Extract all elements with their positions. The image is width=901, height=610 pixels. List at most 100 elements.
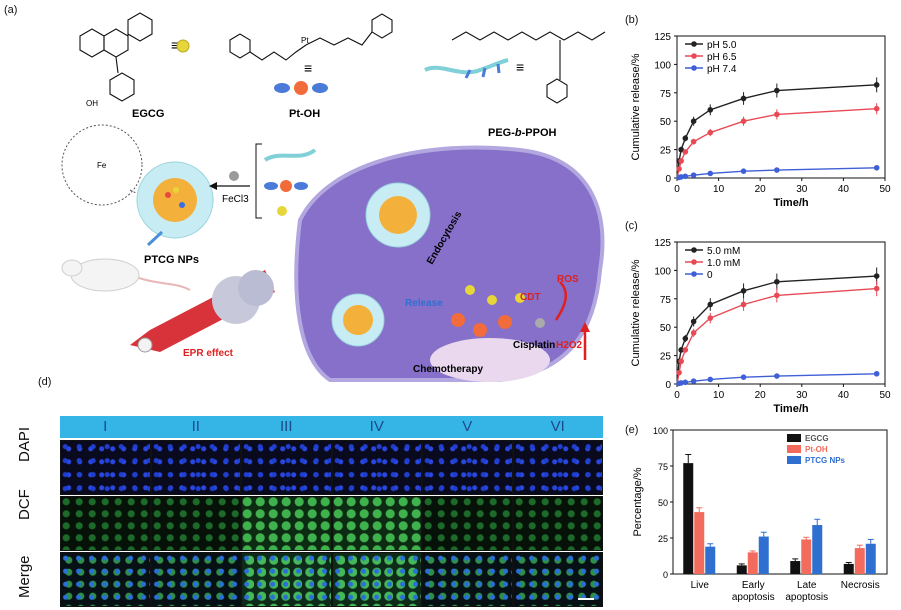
chart-b-ph-release: 0 25 50 75 100 125 0 10 20 30 40 50 Time/h Cumulative… — [630, 32, 891, 209]
data-point — [682, 173, 689, 180]
bar — [865, 543, 876, 574]
cisplatin-label: Cisplatin — [513, 340, 555, 351]
fecl3-label: FeCl3 — [222, 194, 249, 205]
data-point — [682, 379, 689, 386]
x-axis-label: Time/h — [773, 403, 809, 415]
micro-image-merge — [241, 552, 332, 607]
micro-image-merge — [512, 552, 603, 607]
peg-ppoh-label: PEG-b-PPOH — [488, 127, 557, 139]
micro-column-label: IV — [369, 418, 384, 435]
y-tick-label: 50 — [658, 498, 668, 508]
x-tick-label: 30 — [796, 184, 808, 195]
data-point — [678, 380, 684, 386]
y-tick-label: 75 — [660, 89, 672, 100]
micro-column-label: II — [191, 418, 200, 435]
data-point — [678, 358, 684, 365]
fe-atom-label: Fe — [97, 161, 107, 170]
x-tick-label: 20 — [755, 184, 767, 195]
legend-label: 0 — [707, 270, 713, 281]
y-tick-label: 50 — [660, 323, 672, 334]
bar — [736, 565, 747, 574]
legend-marker — [691, 271, 697, 277]
micro-image-dcf — [241, 496, 332, 551]
egcg-label: EGCG — [132, 108, 164, 120]
x-tick-label: 40 — [838, 390, 850, 401]
y-tick-label: 125 — [654, 238, 671, 249]
micro-image-merge — [331, 552, 422, 607]
data-point — [873, 105, 880, 112]
x-tick-label: 20 — [755, 390, 767, 401]
micro-image-dapi — [512, 440, 603, 495]
legend-label: PTCG NPs — [805, 456, 846, 465]
data-point — [873, 82, 880, 88]
ptoh-icon — [274, 81, 328, 95]
pt-atom-label: Pt — [301, 36, 309, 45]
data-point — [740, 374, 747, 380]
panel-b-label: (b) — [625, 14, 639, 26]
data-point — [690, 172, 697, 178]
x-tick-label: 10 — [713, 390, 725, 401]
panel-d-label: (d) — [38, 376, 52, 388]
x-tick-label: 0 — [674, 390, 680, 401]
peg-ppoh-structure — [451, 31, 606, 104]
data-point — [690, 330, 697, 336]
bar — [801, 539, 812, 574]
ros-label: ROS — [557, 274, 579, 285]
y-tick-label: 100 — [654, 266, 671, 277]
bar — [812, 525, 823, 574]
bar — [854, 548, 865, 574]
y-tick-label: 0 — [665, 174, 671, 185]
row-label-merge: Merge — [16, 555, 33, 598]
zoom-coordination-circle — [61, 124, 143, 206]
series-line — [676, 287, 877, 385]
micro-image-dapi — [241, 440, 332, 495]
ptcg-label: PTCG NPs — [144, 254, 199, 266]
data-point — [676, 369, 682, 376]
x-tick-label: 50 — [879, 184, 891, 195]
x-tick-label: 10 — [713, 184, 725, 195]
data-point — [678, 174, 684, 180]
micro-image-dapi — [331, 440, 422, 495]
legend-marker — [691, 41, 697, 47]
microscopy-grid: I II III IV V VI — [60, 416, 603, 607]
ptoh-label: Pt-OH — [289, 108, 320, 120]
legend-label: EGCG — [805, 434, 829, 443]
legend-label: 1.0 mM — [707, 258, 740, 269]
legend-marker — [691, 259, 697, 265]
data-point — [774, 292, 780, 299]
data-point — [690, 318, 697, 325]
y-tick-label: 0 — [665, 380, 671, 391]
data-point — [707, 301, 714, 308]
data-point — [682, 149, 689, 155]
data-point — [873, 370, 880, 377]
epr-label: EPR effect — [183, 348, 234, 359]
micro-column-label: I — [103, 418, 108, 435]
data-point — [774, 278, 780, 285]
syringe-icon — [146, 230, 164, 247]
micro-image-dapi — [422, 440, 513, 495]
y-tick-label: 125 — [654, 32, 671, 43]
x-category-label: Early apoptosis — [732, 580, 775, 603]
data-point — [707, 376, 714, 383]
chemotherapy-label: Chemotherapy — [413, 364, 483, 375]
scale-bar — [578, 598, 594, 600]
x-tick-label: 30 — [796, 390, 808, 401]
peg-equiv-sign: ≡ — [516, 59, 524, 75]
y-tick-label: 0 — [663, 570, 668, 580]
ptoh-structure — [229, 13, 393, 61]
polymer-chain-icon — [424, 58, 509, 79]
data-point — [740, 168, 747, 174]
bar — [843, 563, 854, 574]
data-point — [690, 378, 697, 384]
release-label: Release — [405, 298, 443, 309]
micro-column-label: V — [462, 418, 473, 435]
bar — [790, 561, 801, 574]
y-tick-label: 50 — [660, 117, 672, 128]
micro-column-header-bar — [60, 416, 603, 438]
data-point — [740, 118, 747, 124]
legend-label: pH 5.0 — [707, 40, 737, 51]
chart-e-apoptosis: 0 25 50 75 100 Percentage/% Live Early apoptosis… — [632, 426, 888, 603]
micro-column-label: VI — [550, 418, 565, 435]
y-tick-label: 75 — [658, 462, 668, 472]
data-point — [740, 95, 747, 102]
